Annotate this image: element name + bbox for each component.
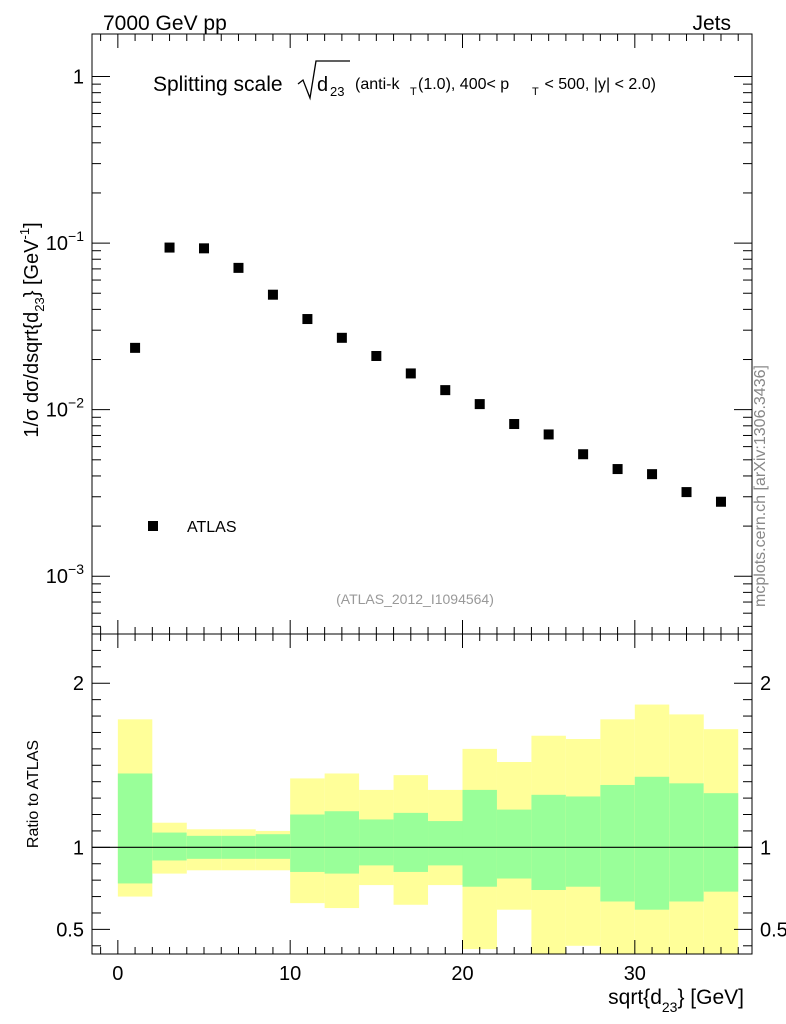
legend-marker xyxy=(148,521,158,531)
data-point xyxy=(681,487,692,498)
legend-label: ATLAS xyxy=(187,519,237,536)
green-band-bin xyxy=(600,784,635,902)
ratio-y-tick-label-right: 1 xyxy=(760,837,771,859)
ratio-y-tick-label-right: 2 xyxy=(760,673,771,695)
ratio-bands xyxy=(117,704,739,954)
y-label-sub: 23 xyxy=(32,297,47,311)
y-label-main-text: 1/σ dσ/dsqrt{d23} [GeV-1] xyxy=(17,222,47,437)
x-label-prefix: sqrt{d xyxy=(608,986,662,1009)
green-band-bin xyxy=(393,812,429,872)
main-x-ticks xyxy=(100,34,739,634)
x-label-sub: 23 xyxy=(662,999,678,1015)
data-point xyxy=(440,385,451,396)
ratio-panel: 0 10 20 30 0.5 0.5 1 1 2 2 xyxy=(56,633,786,985)
x-axis-label: sqrt{d23} [GeV] xyxy=(608,986,744,1015)
main-frame xyxy=(91,33,753,635)
data-point xyxy=(371,350,382,361)
x-tick-label: 30 xyxy=(624,963,646,985)
title-detail-1-sub: T xyxy=(410,86,417,98)
ratio-y-tick-label-left: 2 xyxy=(73,673,84,695)
y-label-sup: -1 xyxy=(17,228,32,240)
green-band-bin xyxy=(531,794,566,890)
green-band-bin xyxy=(255,834,291,859)
x-tick-label: 0 xyxy=(112,963,123,985)
ratio-frame xyxy=(91,633,753,955)
y-axis-label-main: 1/σ dσ/dsqrt{d23} [GeV-1] xyxy=(17,222,47,437)
title-sqrt-base: d xyxy=(317,74,328,96)
x-label-suffix: } [GeV] xyxy=(677,986,744,1009)
data-point xyxy=(474,399,485,410)
data-point xyxy=(336,332,347,343)
green-band-bin xyxy=(496,809,532,879)
data-point xyxy=(267,289,278,300)
data-point xyxy=(647,469,658,480)
y-label-ratio-text: Ratio to ATLAS xyxy=(25,740,42,848)
green-band-bin xyxy=(290,814,325,872)
x-tick-label: 10 xyxy=(279,963,301,985)
ratio-y-tick-label-left: 0.5 xyxy=(56,919,84,941)
y-label-suffix: } [GeV xyxy=(21,239,43,297)
green-band-bin xyxy=(359,819,394,866)
data-point xyxy=(543,429,554,440)
green-band-bin xyxy=(117,773,153,884)
green-band-bin xyxy=(669,783,704,902)
green-band-bin xyxy=(152,832,187,861)
data-point xyxy=(130,342,141,353)
data-point xyxy=(199,243,210,254)
data-point xyxy=(302,314,313,325)
header-left: 7000 GeV pp xyxy=(103,12,227,35)
data-points xyxy=(130,242,726,507)
green-band-bin xyxy=(565,796,601,887)
header-right: Jets xyxy=(692,12,731,35)
title-detail-2-sub: T xyxy=(532,86,539,98)
ratio-ticks: 0 10 20 30 0.5 0.5 1 1 2 2 xyxy=(56,634,786,985)
y-label-end: ] xyxy=(21,222,43,228)
main-y-tick-label: 1 xyxy=(73,67,84,89)
x-tick-label: 20 xyxy=(451,963,473,985)
legend: ATLAS xyxy=(148,519,237,536)
main-y-tick-label: 10−1 xyxy=(46,228,84,255)
y-label-prefix: 1/σ dσ/dsqrt{d xyxy=(21,312,43,438)
y-axis-label-ratio: Ratio to ATLAS xyxy=(25,740,42,848)
title-sqrt-index: 23 xyxy=(330,84,344,99)
data-point xyxy=(509,419,520,430)
green-band-bin xyxy=(428,821,463,866)
sqrt-symbol xyxy=(297,60,350,101)
watermark-text: mcplots.cern.ch [arXiv:1306.3436] xyxy=(752,365,769,607)
data-point xyxy=(164,242,175,253)
data-point xyxy=(715,496,726,507)
analysis-id: (ATLAS_2012_I1094564) xyxy=(336,591,494,607)
data-point xyxy=(405,368,416,379)
green-band-bin xyxy=(634,776,670,910)
title-detail-2: (1.0), 400< p xyxy=(418,76,509,93)
title-detail-1: (anti-k xyxy=(355,76,400,93)
data-point xyxy=(578,449,589,460)
green-band-bin xyxy=(324,811,360,874)
main-panel: 10−3 10−2 10−1 1 Splitting scale d 23 (anti… xyxy=(46,33,753,635)
title-detail-3: < 500, |y| < 2.0) xyxy=(540,76,656,93)
main-y-tick-label: 10−3 xyxy=(46,561,84,588)
data-point xyxy=(612,464,623,475)
data-point xyxy=(233,262,244,273)
main-y-ticks: 10−3 10−2 10−1 1 xyxy=(46,67,752,627)
x-label-text: sqrt{d23} [GeV] xyxy=(608,986,744,1015)
ratio-y-tick-label-right: 0.5 xyxy=(760,919,786,941)
watermark: mcplots.cern.ch [arXiv:1306.3436] xyxy=(752,365,769,607)
main-y-tick-label: 10−2 xyxy=(46,395,84,422)
ratio-y-tick-label-left: 1 xyxy=(73,837,84,859)
green-band-bin xyxy=(703,793,739,892)
title-main: Splitting scale xyxy=(153,73,283,96)
plot-title: Splitting scale d 23 (anti-k T (1.0), 40… xyxy=(153,60,656,101)
green-band-bin xyxy=(462,789,497,887)
